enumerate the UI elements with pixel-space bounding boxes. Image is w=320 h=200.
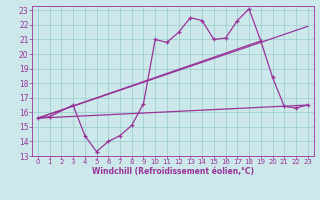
- X-axis label: Windchill (Refroidissement éolien,°C): Windchill (Refroidissement éolien,°C): [92, 167, 254, 176]
